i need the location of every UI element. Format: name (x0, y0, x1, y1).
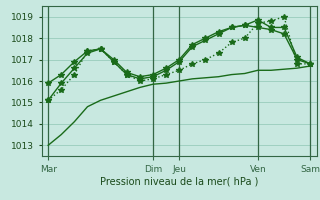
X-axis label: Pression niveau de la mer( hPa ): Pression niveau de la mer( hPa ) (100, 177, 258, 187)
